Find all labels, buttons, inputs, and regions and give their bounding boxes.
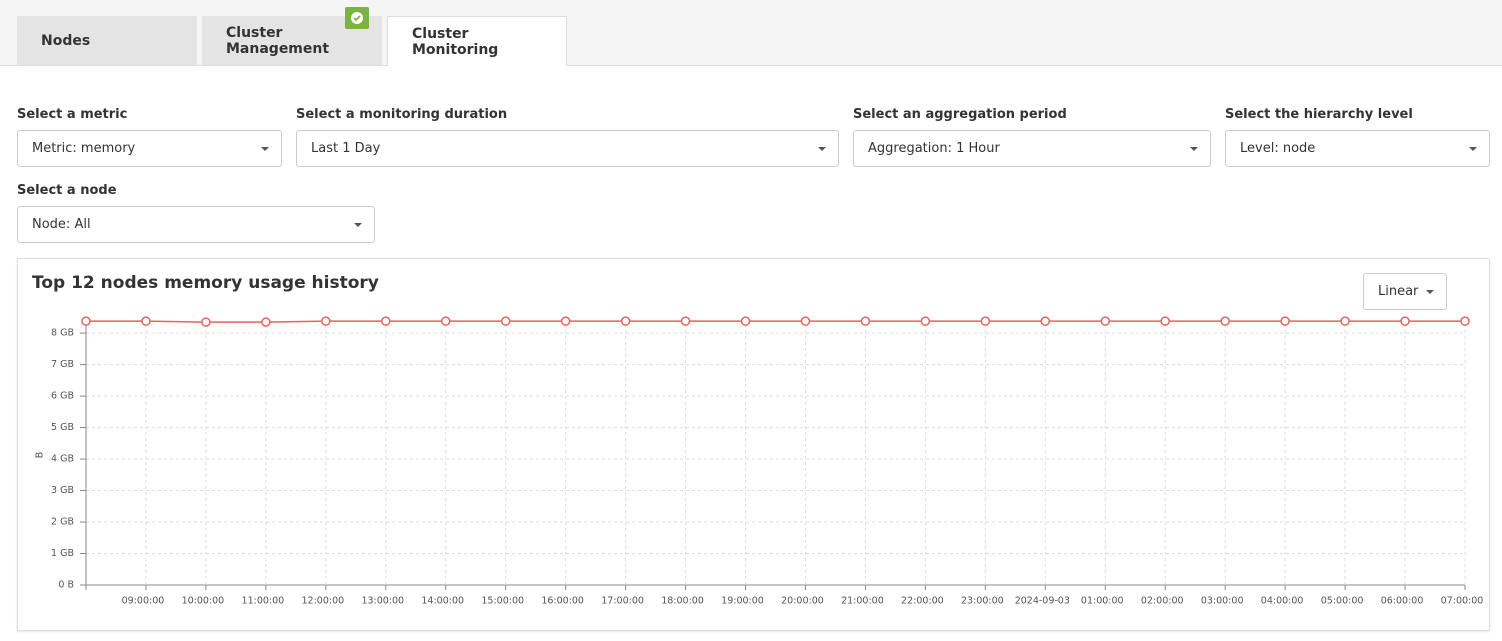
x-tick-label: 13:00:00 — [361, 596, 404, 607]
y-tick-label: 5 GB — [51, 422, 74, 433]
x-tick-label: 16:00:00 — [541, 596, 584, 607]
point — [620, 316, 631, 326]
point — [560, 316, 571, 326]
point — [321, 316, 331, 326]
point — [860, 316, 871, 326]
point — [920, 316, 931, 326]
chart-title: Top 12 nodes memory usage history — [32, 273, 379, 293]
x-tick-label: 14:00:00 — [421, 596, 464, 607]
x-tick-label: 15:00:00 — [481, 596, 524, 607]
y-tick-label: 2 GB — [51, 517, 74, 528]
point — [1280, 316, 1290, 326]
point — [1460, 316, 1470, 326]
x-tick-label: 11:00:00 — [242, 596, 285, 607]
x-tick-label: 18:00:00 — [661, 596, 704, 607]
point — [1340, 316, 1350, 326]
x-tick-label: 20:00:00 — [781, 596, 824, 607]
tab[interactable]: Nodes — [17, 16, 197, 65]
filter-label: Select an aggregation period — [853, 107, 1067, 122]
point — [800, 316, 811, 326]
point — [500, 316, 511, 326]
point — [1100, 316, 1111, 326]
x-tick-label: 21:00:00 — [841, 596, 884, 607]
x-tick-label: 22:00:00 — [901, 596, 944, 607]
tab-bar: Nodes Cluster Management Cluster Monitor… — [0, 0, 1502, 66]
x-tick-label: 04:00:00 — [1261, 596, 1304, 607]
point — [440, 316, 451, 326]
x-tick-label: 09:00:00 — [122, 596, 165, 607]
point — [81, 316, 91, 326]
x-tick-label: 12:00:00 — [301, 596, 344, 607]
scale-select[interactable]: Linear — [1363, 273, 1447, 310]
point — [201, 317, 211, 327]
y-tick-label: 0 B — [58, 580, 74, 591]
point — [1220, 316, 1230, 326]
y-tick-label: 8 GB — [51, 328, 74, 339]
x-tick-label: 23:00:00 — [961, 596, 1004, 607]
point — [261, 317, 271, 327]
select[interactable]: Node: All — [17, 206, 375, 243]
x-tick-label: 03:00:00 — [1201, 596, 1244, 607]
status-badge — [345, 7, 369, 29]
y-tick-label: 7 GB — [51, 359, 74, 370]
select[interactable]: Metric: memory — [17, 130, 282, 167]
point — [980, 316, 991, 326]
y-tick-label: 6 GB — [51, 391, 74, 402]
point — [1160, 316, 1170, 326]
y-tick-label: 1 GB — [51, 548, 74, 559]
x-tick-label: 10:00:00 — [182, 596, 225, 607]
point — [141, 316, 151, 326]
chart-panel — [17, 258, 1490, 631]
filter-label: Select a metric — [17, 107, 128, 122]
x-tick-label: 2024-09-03 — [1015, 596, 1070, 607]
y-axis-label: B — [35, 452, 46, 459]
check-icon — [351, 12, 363, 24]
point — [1040, 316, 1051, 326]
x-tick-label: 07:00:00 — [1441, 596, 1484, 607]
y-tick-label: 4 GB — [51, 454, 74, 465]
tab[interactable]: Cluster Monitoring — [387, 16, 567, 66]
select[interactable]: Level: node — [1225, 130, 1490, 167]
x-tick-label: 02:00:00 — [1141, 596, 1184, 607]
x-tick-label: 17:00:00 — [601, 596, 644, 607]
filter-label: Select a monitoring duration — [296, 107, 508, 122]
x-tick-label: 05:00:00 — [1321, 596, 1364, 607]
line — [86, 320, 1465, 323]
filter-label: Select a node — [17, 183, 117, 198]
y-tick-label: 3 GB — [51, 485, 74, 496]
x-tick-label: 19:00:00 — [721, 596, 764, 607]
point — [381, 316, 391, 326]
select[interactable]: Aggregation: 1 Hour — [853, 130, 1211, 167]
filter-label: Select the hierarchy level — [1225, 107, 1413, 122]
point — [680, 316, 691, 326]
select[interactable]: Last 1 Day — [296, 130, 839, 167]
point — [740, 316, 751, 326]
point — [1400, 316, 1410, 326]
x-tick-label: 01:00:00 — [1081, 596, 1124, 607]
x-tick-label: 06:00:00 — [1381, 596, 1424, 607]
